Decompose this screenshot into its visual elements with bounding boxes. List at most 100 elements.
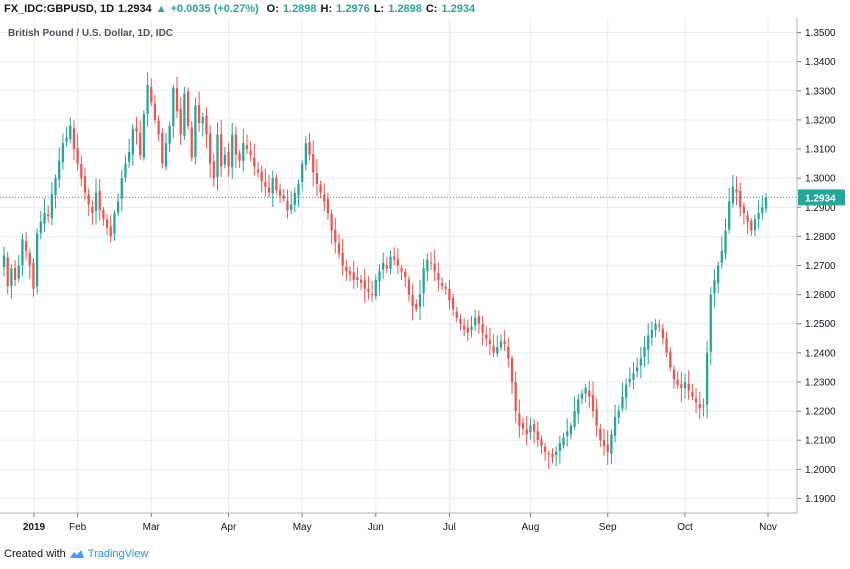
candle-body [672, 369, 676, 380]
tradingview-logo-icon [69, 549, 85, 559]
candle-body [186, 91, 190, 126]
open-value: 1.2898 [282, 3, 317, 15]
price-axis[interactable]: 1.3500 1.3400 1.3300 1.3200 1.3100 1.3000 1.29… [796, 18, 845, 513]
close-value: 1.2934 [441, 3, 476, 15]
candle-body [98, 190, 101, 211]
candle-body [220, 134, 223, 167]
candle-body [271, 178, 274, 194]
candle-body [459, 318, 462, 324]
candle-body [569, 425, 573, 435]
high-value: 1.2976 [336, 3, 370, 15]
candle-body [617, 411, 620, 418]
candle-body [665, 338, 668, 353]
candle-body [289, 204, 293, 210]
x-tick-label: Sep [599, 522, 617, 533]
candles [2, 72, 768, 470]
candle-body [632, 373, 635, 380]
candle-body [21, 239, 24, 266]
candle-body [348, 270, 352, 275]
candle-body [385, 265, 388, 269]
candle-body [455, 311, 458, 318]
candle-body [10, 268, 13, 286]
candle-body [308, 141, 311, 155]
candle-body [437, 273, 440, 281]
tradingview-link[interactable]: TradingView [87, 548, 149, 560]
candle-body [750, 220, 753, 231]
candle-body [503, 341, 506, 345]
candle-body [312, 154, 315, 173]
candle-body [341, 252, 344, 266]
last-price-tag [798, 189, 845, 206]
time-axis[interactable]: 2019 Feb Mar Apr May Jun Jul Aug Sep Oct Nov [0, 512, 797, 533]
candle-body [720, 250, 723, 263]
candle-body [507, 346, 510, 359]
candle-body [540, 439, 543, 447]
candle-body [61, 143, 65, 163]
candle-body [13, 267, 17, 281]
y-tick-label: 1.3300 [805, 86, 836, 97]
candle-body [135, 127, 138, 132]
candle-body [190, 127, 193, 158]
y-tick-label: 1.3500 [805, 28, 836, 39]
candle-body [50, 194, 53, 219]
candle-body [382, 262, 385, 270]
candle-body [323, 194, 326, 202]
x-tick-label: 2019 [23, 522, 46, 533]
close-label: C: [425, 3, 438, 15]
candle-body [426, 259, 429, 272]
candle-body [694, 398, 698, 403]
high-label: H: [320, 3, 333, 15]
x-tick-label: Mar [143, 522, 161, 533]
candle-body [301, 163, 304, 182]
x-tick-label: Nov [759, 522, 777, 533]
candle-body [658, 325, 661, 327]
candle-body [713, 280, 716, 294]
candle-body [650, 329, 654, 338]
candle-body [433, 263, 436, 272]
candle-body [105, 219, 109, 228]
candle-body [654, 323, 657, 331]
y-tick-label: 1.2600 [805, 290, 836, 301]
candle-body [76, 148, 79, 164]
candle-body [253, 157, 256, 167]
y-tick-label: 1.2800 [805, 232, 836, 243]
candle-body [580, 393, 584, 399]
x-tick-label: Feb [69, 522, 87, 533]
candle-body [577, 399, 580, 414]
candle-body [43, 213, 46, 224]
y-tick-label: 1.2400 [805, 348, 836, 359]
candle-body [304, 143, 307, 165]
candle-body [735, 189, 738, 193]
candle-body [39, 221, 42, 234]
candle-body [624, 384, 628, 398]
up-arrow-icon: ▲ [155, 3, 167, 15]
candle-body [58, 160, 61, 180]
candle-body [139, 133, 142, 155]
candle-body [282, 195, 285, 199]
x-tick-label: Jun [368, 522, 384, 533]
candle-body [183, 93, 186, 136]
candle-body [761, 207, 764, 213]
candle-body [676, 380, 679, 385]
candle-body [315, 173, 319, 184]
candle-body [717, 265, 720, 283]
candle-body [164, 143, 168, 167]
candle-body [558, 443, 561, 452]
candle-body [175, 88, 179, 112]
candle-body [91, 206, 94, 214]
candle-body [485, 334, 488, 339]
candle-body [621, 396, 624, 409]
candle-body [415, 304, 418, 310]
y-tick-label: 1.3200 [805, 115, 836, 126]
candle-body [595, 408, 598, 426]
candle-body [32, 262, 35, 289]
candle-body [396, 259, 400, 266]
candle-body [613, 416, 617, 436]
x-tick-label: Oct [677, 522, 693, 533]
candle-body [80, 163, 83, 179]
candle-body [477, 316, 481, 324]
candle-body [481, 324, 484, 333]
price-chart[interactable]: 1.3500 1.3400 1.3300 1.3200 1.3100 1.3000 1.29… [0, 18, 850, 541]
candle-body [238, 153, 241, 161]
candle-body [584, 387, 587, 394]
